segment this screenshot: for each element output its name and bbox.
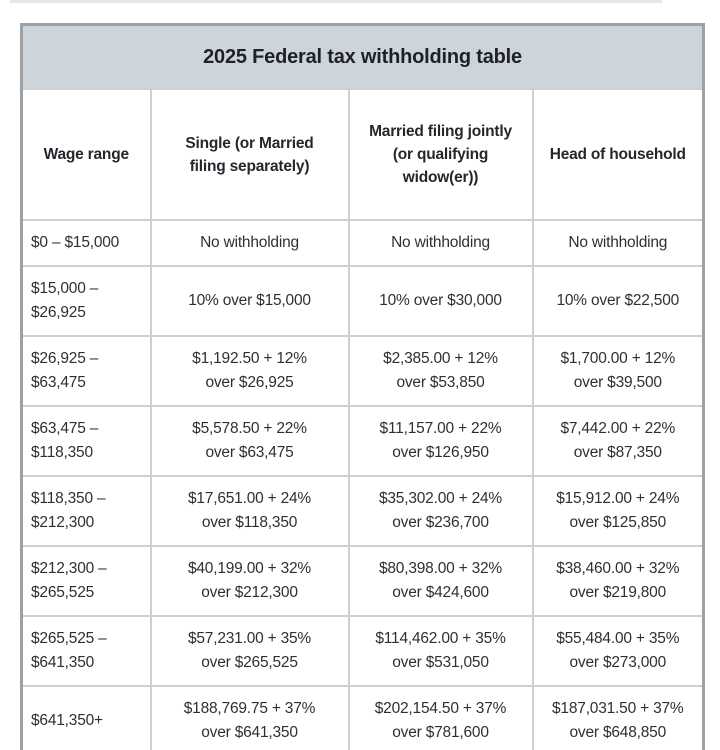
wage-range-cell: $0 – $15,000 xyxy=(20,219,152,267)
married-filing-jointly-cell: 10% over $30,000 xyxy=(347,265,534,337)
single-cell: $57,231.00 + 35% over $265,525 xyxy=(149,615,350,687)
table-row: $26,925 – $63,475 $1,192.50 + 12% over $2… xyxy=(20,335,705,407)
married-filing-jointly-cell: $114,462.00 + 35% over $531,050 xyxy=(347,615,534,687)
column-header-single: Single (or Married filing separately) xyxy=(149,88,350,221)
table-row: $212,300 – $265,525 $40,199.00 + 32% over… xyxy=(20,545,705,617)
wage-range-cell: $15,000 – $26,925 xyxy=(20,265,152,337)
married-filing-jointly-cell: $11,157.00 + 22% over $126,950 xyxy=(347,405,534,477)
table-row: $118,350 – $212,300 $17,651.00 + 24% over… xyxy=(20,475,705,547)
wage-range-cell: $63,475 – $118,350 xyxy=(20,405,152,477)
single-cell: No withholding xyxy=(149,219,350,267)
head-of-household-cell: $187,031.50 + 37% over $648,850 xyxy=(531,685,705,750)
single-cell: $40,199.00 + 32% over $212,300 xyxy=(149,545,350,617)
head-of-household-cell: $15,912.00 + 24% over $125,850 xyxy=(531,475,705,547)
head-of-household-cell: $55,484.00 + 35% over $273,000 xyxy=(531,615,705,687)
wage-range-cell: $265,525 – $641,350 xyxy=(20,615,152,687)
single-cell: $1,192.50 + 12% over $26,925 xyxy=(149,335,350,407)
head-of-household-cell: 10% over $22,500 xyxy=(531,265,705,337)
wage-range-cell: $118,350 – $212,300 xyxy=(20,475,152,547)
married-filing-jointly-cell: No withholding xyxy=(347,219,534,267)
married-filing-jointly-cell: $80,398.00 + 32% over $424,600 xyxy=(347,545,534,617)
table-row: $0 – $15,000 No withholding No withholding… xyxy=(20,219,705,267)
single-cell: 10% over $15,000 xyxy=(149,265,350,337)
column-header-married-filing-jointly: Married filing jointly (or qualifying wi… xyxy=(347,88,534,221)
head-of-household-cell: $1,700.00 + 12% over $39,500 xyxy=(531,335,705,407)
table-head: 2025 Federal tax withholding table Wage … xyxy=(20,23,705,221)
table-title: 2025 Federal tax withholding table xyxy=(20,23,705,90)
married-filing-jointly-cell: $35,302.00 + 24% over $236,700 xyxy=(347,475,534,547)
column-header-head-of-household: Head of household xyxy=(531,88,705,221)
table-row: $641,350+ $188,769.75 + 37% over $641,350… xyxy=(20,685,705,750)
wage-range-cell: $212,300 – $265,525 xyxy=(20,545,152,617)
single-cell: $17,651.00 + 24% over $118,350 xyxy=(149,475,350,547)
column-header-wage-range: Wage range xyxy=(20,88,152,221)
top-edge-artifact xyxy=(10,0,662,3)
head-of-household-cell: $38,460.00 + 32% over $219,800 xyxy=(531,545,705,617)
married-filing-jointly-cell: $2,385.00 + 12% over $53,850 xyxy=(347,335,534,407)
wage-range-cell: $641,350+ xyxy=(20,685,152,750)
wage-range-cell: $26,925 – $63,475 xyxy=(20,335,152,407)
head-of-household-cell: $7,442.00 + 22% over $87,350 xyxy=(531,405,705,477)
single-cell: $188,769.75 + 37% over $641,350 xyxy=(149,685,350,750)
table-body: $0 – $15,000 No withholding No withholding… xyxy=(20,219,705,750)
title-row: 2025 Federal tax withholding table xyxy=(20,23,705,90)
table-row: $265,525 – $641,350 $57,231.00 + 35% over… xyxy=(20,615,705,687)
table-row: $63,475 – $118,350 $5,578.50 + 22% over $… xyxy=(20,405,705,477)
column-header-row: Wage range Single (or Married filing sep… xyxy=(20,88,705,221)
married-filing-jointly-cell: $202,154.50 + 37% over $781,600 xyxy=(347,685,534,750)
head-of-household-cell: No withholding xyxy=(531,219,705,267)
single-cell: $5,578.50 + 22% over $63,475 xyxy=(149,405,350,477)
table-row: $15,000 – $26,925 10% over $15,000 10% ove… xyxy=(20,265,705,337)
federal-tax-withholding-table: 2025 Federal tax withholding table Wage … xyxy=(20,23,706,750)
